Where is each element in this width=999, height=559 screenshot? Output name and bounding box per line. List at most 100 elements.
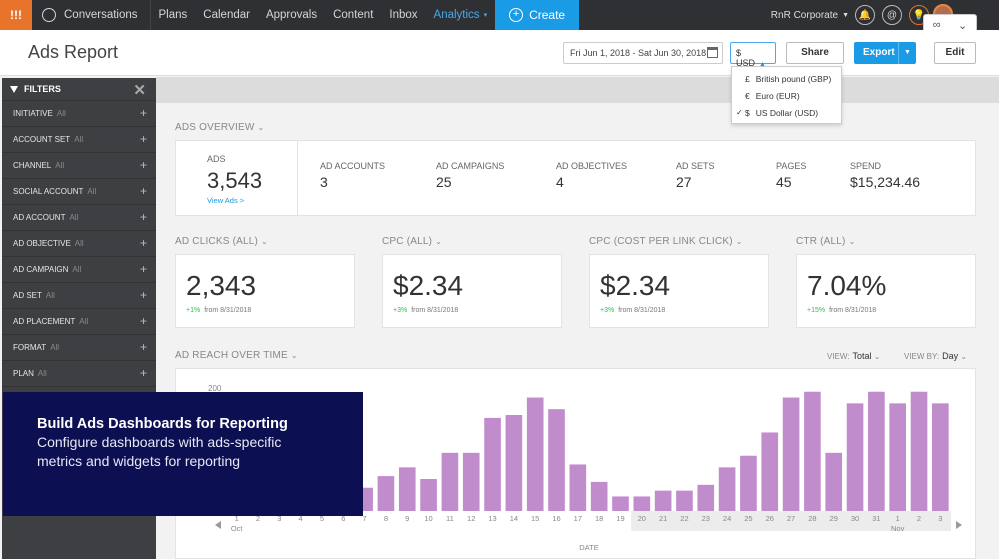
bar[interactable] xyxy=(377,476,395,511)
filter-label: PLAN xyxy=(13,369,34,378)
filter-row[interactable]: PLAN All + xyxy=(2,361,156,387)
x-tick-label: 30 xyxy=(851,514,859,523)
kpi-ad-clicks-toggle[interactable]: AD CLICKS (ALL) ⌄ xyxy=(175,236,268,247)
filter-label: SOCIAL ACCOUNT xyxy=(13,187,84,196)
bar[interactable] xyxy=(548,409,565,511)
nav-analytics[interactable]: Analytics ▾ xyxy=(426,0,496,30)
bar[interactable] xyxy=(718,467,736,511)
bar[interactable] xyxy=(740,455,757,511)
currency-symbol: $ xyxy=(745,107,750,118)
chart-prev-icon[interactable] xyxy=(215,521,221,529)
bar[interactable] xyxy=(761,432,779,511)
bar[interactable] xyxy=(676,490,693,511)
plus-icon[interactable]: + xyxy=(139,184,147,198)
plus-icon[interactable]: + xyxy=(139,340,147,354)
bar[interactable] xyxy=(910,391,928,511)
filter-row[interactable]: AD CAMPAIGN All + xyxy=(2,257,156,283)
plus-icon[interactable]: + xyxy=(139,314,147,328)
page-header: Ads Report Fri Jun 1, 2018 - Sat Jun 30,… xyxy=(0,30,999,76)
plus-icon[interactable]: + xyxy=(139,210,147,224)
nav-content[interactable]: Content xyxy=(333,9,374,21)
kpi-cpc-toggle[interactable]: CPC (ALL) ⌄ xyxy=(382,236,442,247)
create-button[interactable]: + Create xyxy=(495,0,580,30)
x-tick-label: 29 xyxy=(830,514,838,523)
filter-row[interactable]: FORMAT All + xyxy=(2,335,156,361)
close-icon[interactable]: ✕ xyxy=(133,82,146,99)
metric-value: 25 xyxy=(436,174,452,190)
bar[interactable] xyxy=(633,496,651,511)
view-select[interactable]: VIEW: Total ⌄ xyxy=(827,351,880,361)
ads-label: ADS xyxy=(207,154,226,164)
edit-button[interactable]: Edit xyxy=(934,42,976,64)
filter-row[interactable]: INITIATIVE All + xyxy=(2,101,156,127)
bar[interactable] xyxy=(526,397,544,511)
currency-option-eur[interactable]: € Euro (EUR) xyxy=(732,87,841,104)
kpi-cpc-link-toggle[interactable]: CPC (COST PER LINK CLICK) ⌄ xyxy=(589,236,743,247)
bar[interactable] xyxy=(505,415,523,511)
filter-all-label: All xyxy=(72,265,82,274)
filter-row[interactable]: SOCIAL ACCOUNT All + xyxy=(2,179,156,205)
top-nav: !!! Conversations Plans Calendar Approva… xyxy=(0,0,999,30)
plus-icon[interactable]: + xyxy=(139,132,147,146)
x-tick-label: 15 xyxy=(531,514,539,523)
bar[interactable] xyxy=(441,452,459,511)
view-ads-link[interactable]: View Ads > xyxy=(207,196,245,205)
plus-icon[interactable]: + xyxy=(139,106,147,120)
bar[interactable] xyxy=(846,403,864,511)
bar[interactable] xyxy=(782,397,800,511)
bar[interactable] xyxy=(825,452,843,511)
bar[interactable] xyxy=(932,403,949,511)
chat-bubble-icon xyxy=(42,8,56,22)
bar[interactable] xyxy=(569,464,587,511)
bar[interactable] xyxy=(697,484,715,511)
filter-row[interactable]: AD SET All + xyxy=(2,283,156,309)
filter-row[interactable]: CHANNEL All + xyxy=(2,153,156,179)
nav-approvals[interactable]: Approvals xyxy=(265,9,318,21)
metric-value: 27 xyxy=(676,174,692,190)
bar[interactable] xyxy=(398,467,416,511)
date-range-picker[interactable]: Fri Jun 1, 2018 - Sat Jun 30, 2018 xyxy=(563,42,723,64)
filter-row[interactable]: AD OBJECTIVE All + xyxy=(2,231,156,257)
x-tick-label: 3 xyxy=(277,514,281,523)
filter-row[interactable]: AD PLACEMENT All + xyxy=(2,309,156,335)
nav-plans[interactable]: Plans xyxy=(158,9,188,21)
plus-icon[interactable]: + xyxy=(139,366,147,380)
caret-down-icon[interactable]: ▼ xyxy=(898,42,916,64)
bar[interactable] xyxy=(420,479,437,511)
nav-calendar[interactable]: Calendar xyxy=(203,9,250,21)
brand-logo[interactable]: !!! xyxy=(0,0,32,30)
bar[interactable] xyxy=(654,490,672,511)
bar[interactable] xyxy=(804,391,821,511)
nav-conversations[interactable]: Conversations xyxy=(32,0,151,30)
ad-reach-toggle[interactable]: AD REACH OVER TIME ⌄ xyxy=(175,350,298,361)
plus-icon[interactable]: + xyxy=(139,262,147,276)
bar[interactable] xyxy=(868,391,885,511)
chart-next-icon[interactable] xyxy=(956,521,962,529)
chevron-down-icon[interactable]: ⌄ xyxy=(958,19,968,32)
plus-icon[interactable]: + xyxy=(139,236,147,250)
bar[interactable] xyxy=(889,403,907,511)
bar[interactable] xyxy=(612,496,629,511)
filter-row[interactable]: AD ACCOUNT All + xyxy=(2,205,156,231)
export-button[interactable]: Export ▼ xyxy=(854,42,916,64)
share-button[interactable]: Share xyxy=(786,42,844,64)
ads-overview-toggle[interactable]: ADS OVERVIEW ⌄ xyxy=(175,122,264,133)
plus-icon[interactable]: + xyxy=(139,158,147,172)
link-icon[interactable]: ∞ xyxy=(932,19,941,31)
mention-icon[interactable]: @ xyxy=(882,5,902,25)
filter-row[interactable]: ACCOUNT SET All + xyxy=(2,127,156,153)
view-by-select[interactable]: VIEW BY: Day ⌄ xyxy=(904,351,967,361)
kpi-label: CPC (COST PER LINK CLICK) xyxy=(589,236,733,247)
bar[interactable] xyxy=(484,417,501,511)
currency-option-gbp[interactable]: £ British pound (GBP) xyxy=(732,70,841,87)
metric-spend: SPEND $15,234.46 xyxy=(850,161,920,190)
bar[interactable] xyxy=(462,452,480,511)
bar[interactable] xyxy=(590,481,608,511)
currency-select[interactable]: $ USD ▲ xyxy=(730,42,776,68)
kpi-ctr-toggle[interactable]: CTR (ALL) ⌄ xyxy=(796,236,856,247)
nav-inbox[interactable]: Inbox xyxy=(389,9,418,21)
org-switcher[interactable]: RnR Corporate ▼ xyxy=(771,0,849,30)
plus-icon[interactable]: + xyxy=(139,288,147,302)
currency-option-usd[interactable]: ✓ $ US Dollar (USD) xyxy=(732,104,841,121)
bell-icon[interactable]: 🔔 xyxy=(855,5,875,25)
